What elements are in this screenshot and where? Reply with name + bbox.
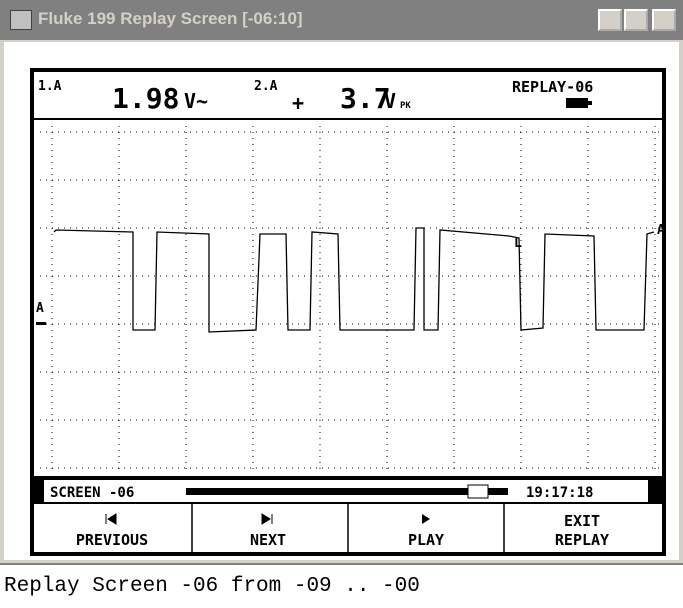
ch2-unit: V [384,89,396,113]
close-button[interactable] [652,9,676,31]
ground-marker [36,322,46,325]
plot-area [34,120,662,476]
marker-left: A [36,301,44,316]
ch1-unit: V~ [184,89,208,113]
trigger-marker: L [514,236,522,251]
button-label: EXIT [564,512,600,530]
battery-icon [566,98,588,108]
ch2-sign: + [292,91,304,115]
ch2-label: 2.A [254,79,278,94]
time-label: 19:17:18 [526,485,593,501]
button-label: NEXT [250,531,286,549]
ch2-unit-suffix: PK [400,101,411,111]
page: html, body { margin: 0; padding: 0; } bo… [0,0,683,608]
minimize-button[interactable] [598,9,622,31]
ch2-value: 3.7 [340,82,391,115]
button-label: PLAY [408,531,444,549]
mode-label: REPLAY-06 [512,78,593,96]
marker-right: A [657,223,665,238]
status-bar: Replay Screen -06 from -09 .. -00 [0,563,683,608]
ch1-label: 1.A [38,79,62,94]
app-icon [10,10,32,30]
button-label: REPLAY [555,531,609,549]
client-area: 1.A 1.98 V~ 2.A + 3.7 V PK REPLAY-06 A A… [4,42,679,560]
replay-track [186,488,508,495]
battery-tip [588,101,592,105]
window-title: Fluke 199 Replay Screen [-06:10] [38,9,303,29]
maximize-button[interactable] [624,9,648,31]
status-text: Replay Screen -06 from -09 .. -00 [4,575,420,598]
title-bar: Fluke 199 Replay Screen [-06:10] [0,0,683,40]
replay-slider[interactable] [468,485,488,498]
scope-display: 1.A 1.98 V~ 2.A + 3.7 V PK REPLAY-06 A A… [4,42,679,560]
screen-label: SCREEN -06 [50,485,134,501]
window: {"window": {"title": "Fluke 199 Replay S… [0,0,683,608]
button-label: PREVIOUS [76,531,148,549]
ch1-value: 1.98 [112,82,179,115]
